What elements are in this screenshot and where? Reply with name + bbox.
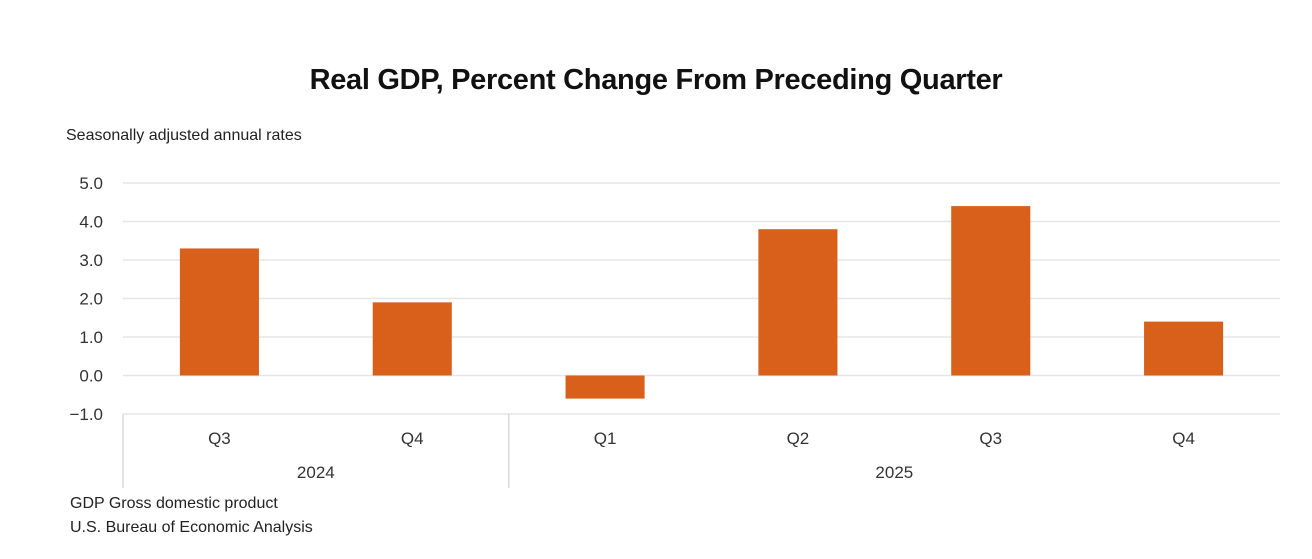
y-tick-label: 4.0 xyxy=(79,213,103,232)
bar xyxy=(1144,321,1224,376)
x-tick-label: Q3 xyxy=(208,429,231,448)
bar xyxy=(565,375,645,399)
footnote-source: U.S. Bureau of Economic Analysis xyxy=(70,519,313,536)
x-tick-label: Q4 xyxy=(1172,429,1195,448)
x-tick-label: Q2 xyxy=(787,429,810,448)
y-tick-label: 5.0 xyxy=(79,174,103,193)
bar xyxy=(951,206,1031,376)
x-group-label: 2025 xyxy=(875,463,913,482)
bar xyxy=(179,248,259,376)
footnote-gdp: GDP Gross domestic product xyxy=(70,495,278,512)
x-tick-label: Q4 xyxy=(401,429,424,448)
bar xyxy=(372,302,452,376)
x-group-label: 2024 xyxy=(297,463,335,482)
y-tick-label: 0.0 xyxy=(79,367,103,386)
x-tick-label: Q1 xyxy=(594,429,617,448)
chart-subtitle: Seasonally adjusted annual rates xyxy=(66,127,302,144)
y-tick-label: 3.0 xyxy=(79,251,103,270)
chart-title: Real GDP, Percent Change From Preceding … xyxy=(309,64,1003,96)
y-tick-label: 1.0 xyxy=(79,328,103,347)
y-tick-label: −1.0 xyxy=(69,405,103,424)
y-tick-label: 2.0 xyxy=(79,290,103,309)
bar xyxy=(758,229,838,376)
x-tick-label: Q3 xyxy=(979,429,1002,448)
